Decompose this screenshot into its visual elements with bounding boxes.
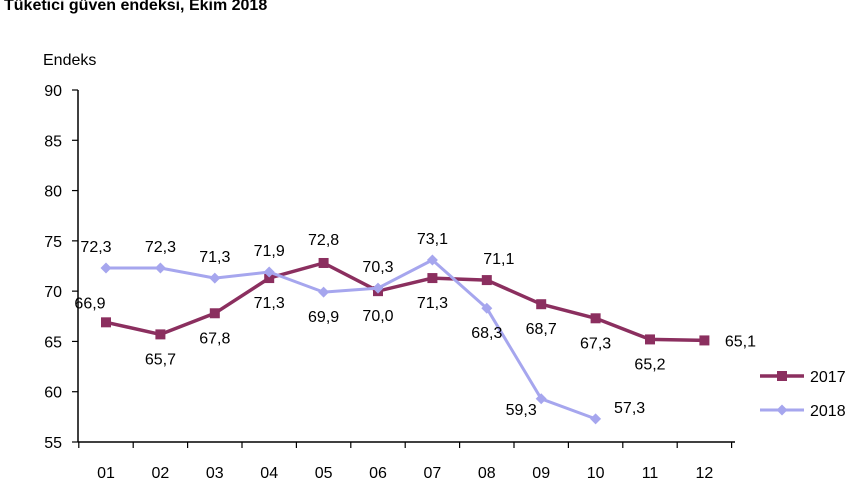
data-label-2017: 65,2	[634, 356, 665, 373]
point-2017	[427, 273, 438, 284]
data-label-2018: 70,3	[362, 259, 393, 276]
legend-label-2018: 2018	[810, 403, 846, 420]
point-2018	[372, 282, 384, 294]
data-label-2017: 72,8	[308, 232, 339, 249]
point-2017	[590, 313, 601, 324]
point-2018	[535, 393, 547, 405]
chart-title: Tüketici güven endeksi, Ekim 2018	[4, 0, 268, 14]
x-tick-label: 11	[642, 465, 659, 480]
data-label-2018: 57,3	[614, 400, 645, 417]
data-label-2017: 71,3	[417, 295, 448, 312]
y-axis-label: Endeks	[43, 52, 96, 69]
point-2017	[645, 334, 655, 345]
x-tick-label: 07	[424, 465, 442, 480]
y-tick-label: 90	[44, 83, 62, 100]
point-2018	[481, 302, 493, 314]
data-label-2018: 69,9	[308, 309, 339, 326]
point-2018	[263, 266, 275, 278]
data-label-2017: 71,3	[254, 295, 285, 312]
point-2018	[426, 254, 438, 266]
point-2017	[155, 329, 166, 340]
data-label-2018: 68,3	[471, 325, 502, 342]
y-tick-label: 65	[44, 334, 62, 351]
data-label-2018: 72,3	[145, 239, 176, 256]
x-tick-label: 01	[97, 465, 115, 480]
data-label-2018: 72,3	[80, 239, 111, 256]
x-tick-label: 02	[152, 465, 170, 480]
point-2017	[101, 317, 111, 328]
point-2017	[209, 308, 220, 319]
data-label-2018: 71,3	[199, 249, 230, 266]
y-tick-label: 85	[44, 133, 62, 150]
data-label-2018: 71,9	[254, 243, 285, 260]
legend-label-2017: 2017	[810, 369, 846, 386]
data-label-2017: 67,8	[199, 330, 230, 347]
point-2018	[590, 413, 602, 425]
data-label-2017: 65,7	[145, 351, 176, 368]
point-2018	[209, 272, 221, 284]
x-tick-label: 05	[315, 465, 333, 480]
x-tick-label: 10	[587, 465, 605, 480]
y-tick-label: 75	[44, 234, 62, 251]
x-tick-label: 12	[696, 465, 714, 480]
x-tick-label: 09	[532, 465, 550, 480]
x-tick-label: 08	[478, 465, 496, 480]
point-2017	[699, 335, 710, 346]
point-2017	[536, 299, 547, 310]
x-tick-label: 06	[369, 465, 387, 480]
data-label-2018: 73,1	[417, 231, 448, 248]
legend-marker-2018	[776, 404, 788, 416]
y-tick-label: 80	[44, 184, 62, 201]
point-2017	[264, 273, 275, 284]
x-tick-label: 03	[206, 465, 224, 480]
data-label-2018: 59,3	[506, 402, 537, 419]
data-label-2017: 71,1	[483, 251, 514, 268]
data-label-2017: 67,3	[580, 335, 611, 352]
data-label-2017: 66,9	[74, 295, 105, 312]
point-2018	[100, 262, 112, 274]
series-line-2018	[106, 258, 597, 421]
data-label-2017: 70,0	[362, 308, 393, 325]
y-tick-label: 55	[44, 435, 62, 452]
y-tick-label: 70	[44, 284, 62, 301]
y-tick-label: 60	[44, 385, 62, 402]
point-2017	[318, 257, 329, 268]
x-tick-label: 04	[260, 465, 278, 480]
data-label-2017: 65,1	[725, 333, 756, 350]
point-2017	[481, 275, 492, 286]
point-2018	[154, 262, 166, 274]
legend-marker-2017	[777, 371, 787, 381]
data-label-2017: 68,7	[526, 321, 557, 338]
point-2018	[318, 286, 330, 298]
series-line-2017	[105, 261, 705, 343]
